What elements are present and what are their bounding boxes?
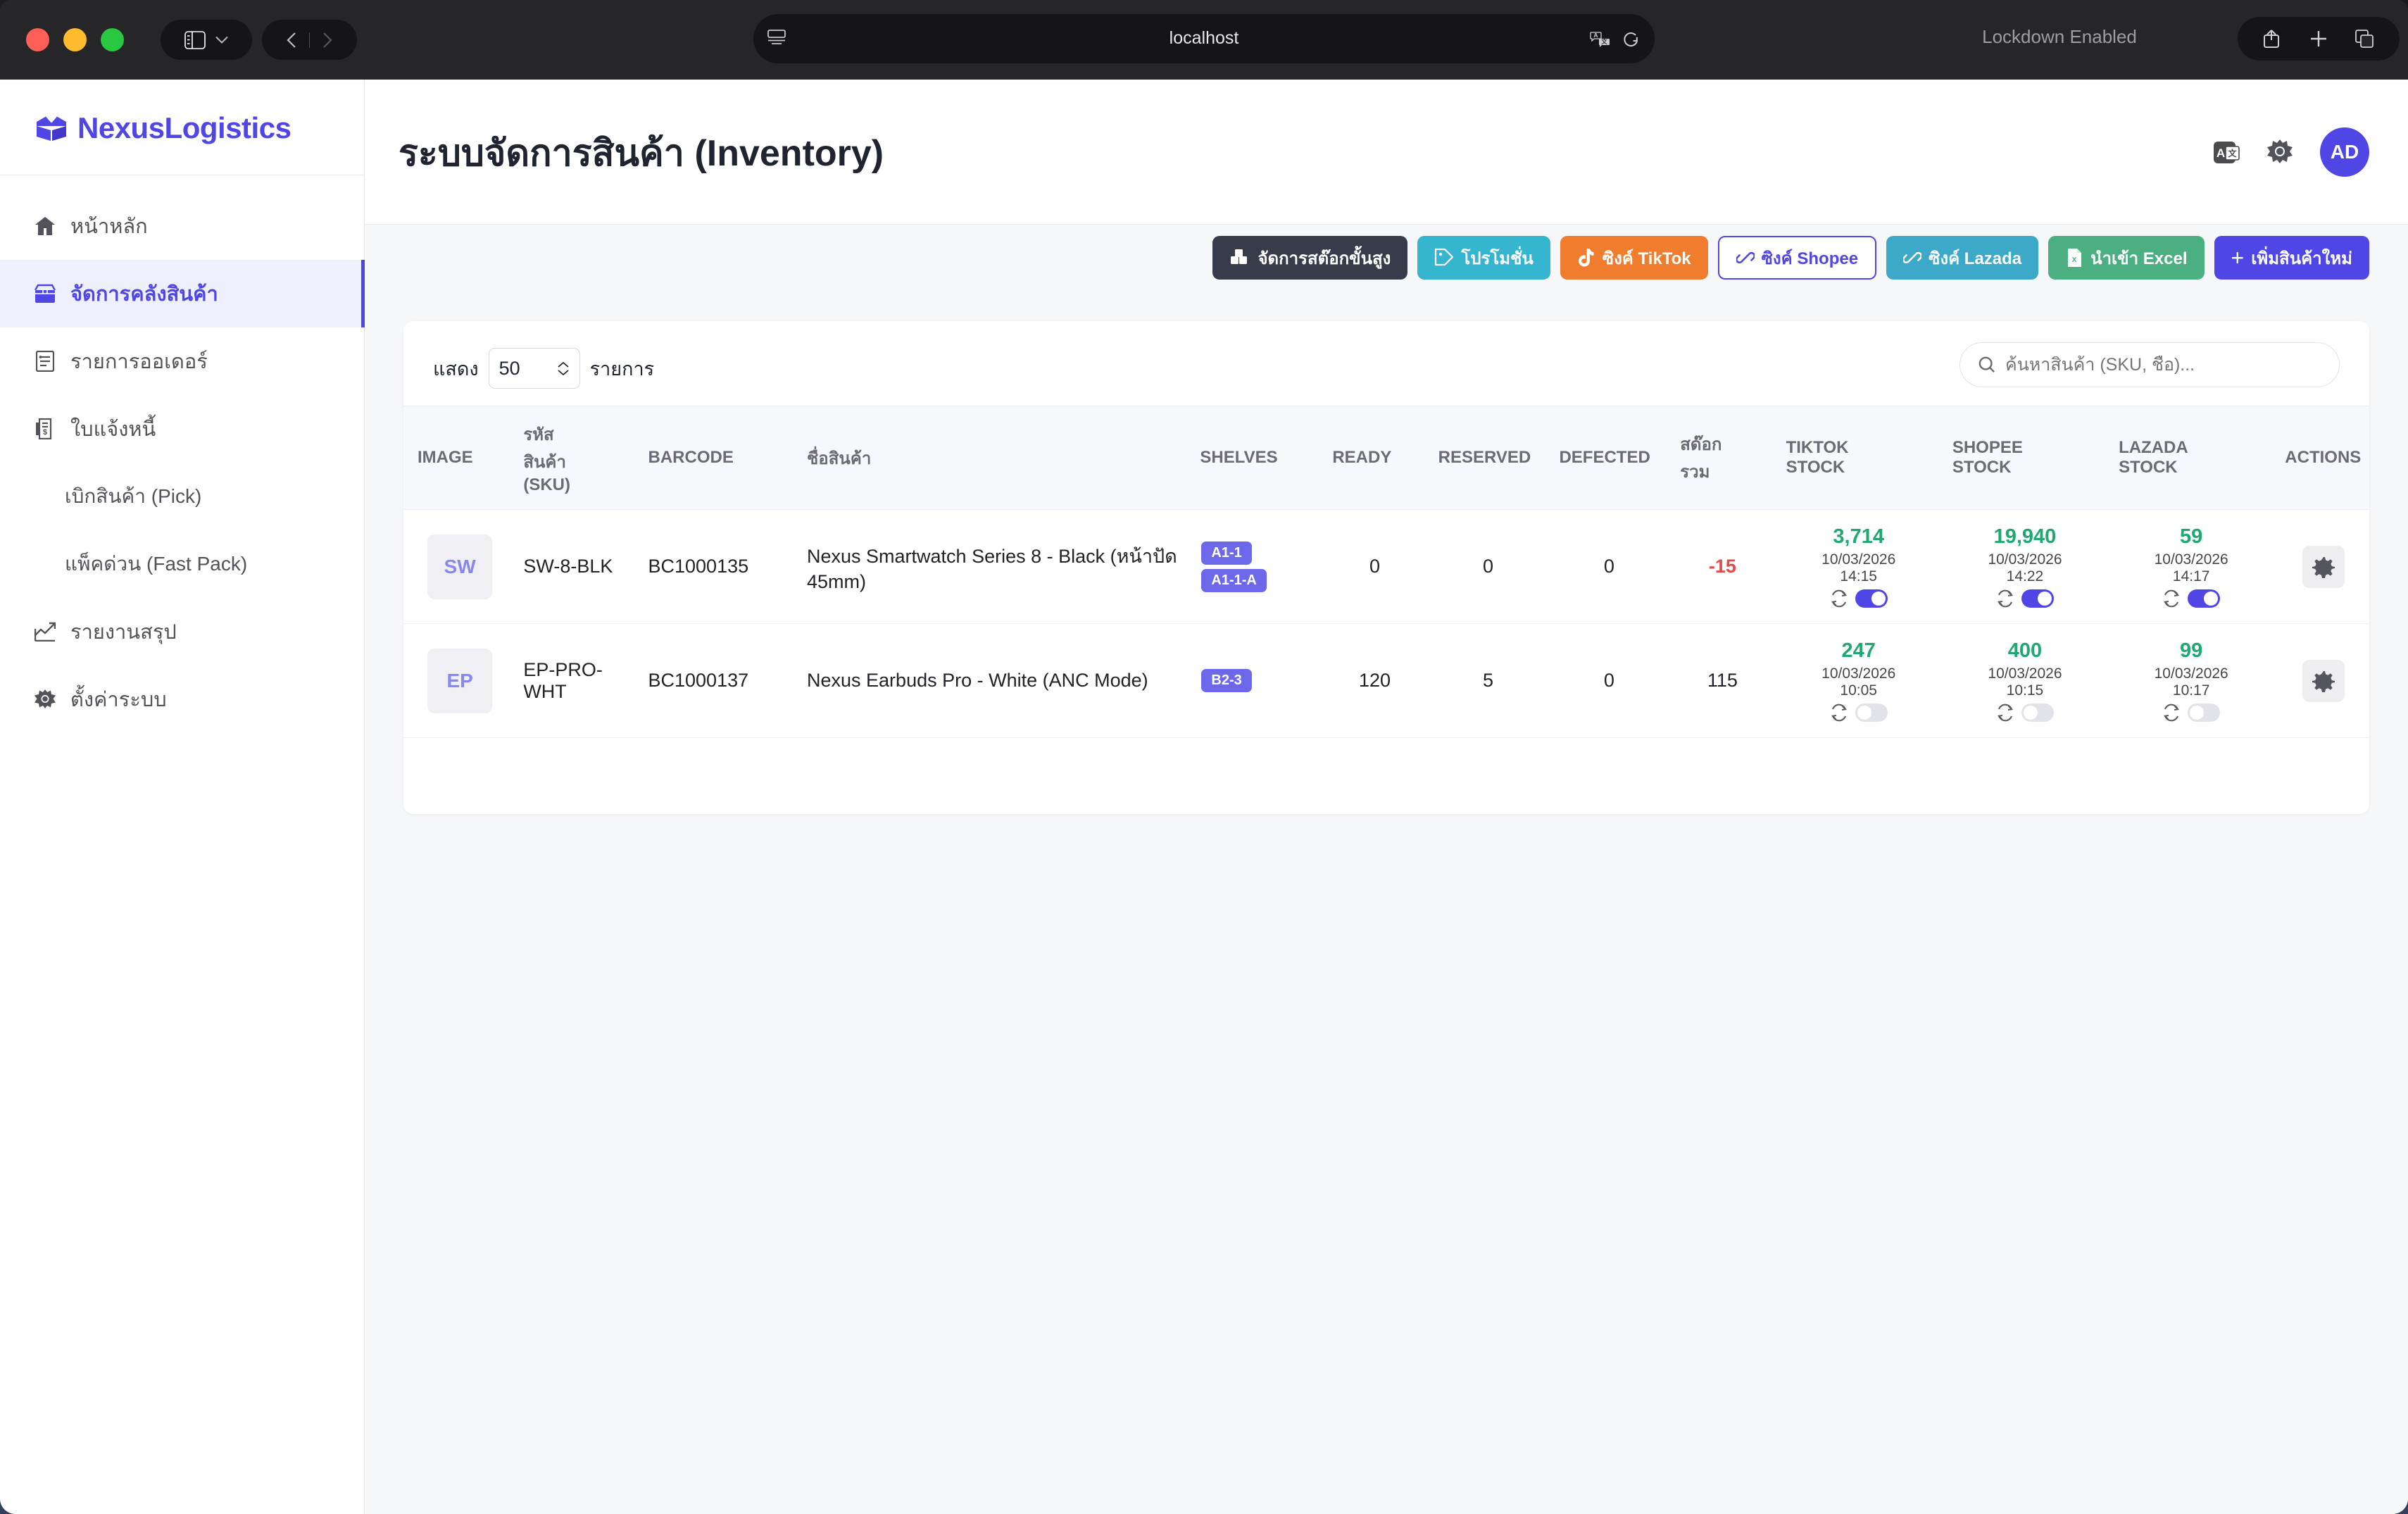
svg-text:$: $ [43,428,47,437]
svg-text:文: 文 [1601,38,1607,45]
svg-text:A: A [1593,32,1598,39]
svg-text:文: 文 [2228,148,2237,158]
svg-text:X: X [2072,256,2077,264]
svg-text:A: A [2216,146,2225,160]
